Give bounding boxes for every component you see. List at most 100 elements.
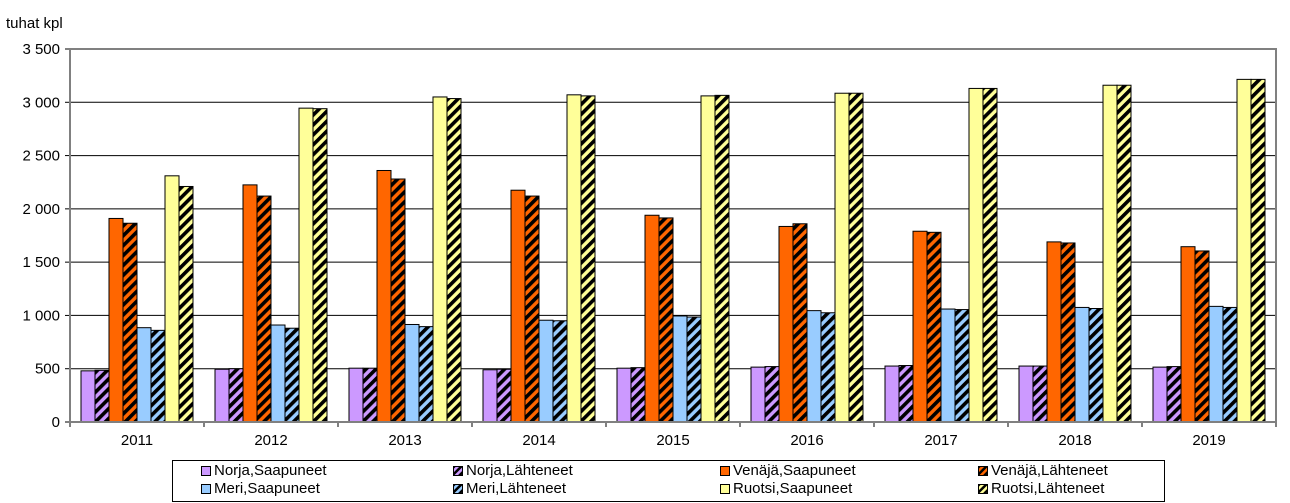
bar-2014-7: [580, 95, 596, 423]
y-tick-label: 3 000: [22, 94, 60, 111]
bar-2013-6: [432, 96, 448, 423]
bar-2019-0: [1152, 366, 1168, 423]
bar-2013-0: [348, 367, 364, 423]
x-tick-label: 2015: [656, 432, 689, 449]
bar-2016-6: [834, 92, 850, 423]
x-tick-label: 2012: [254, 432, 287, 449]
bar-2019-4: [1208, 305, 1224, 423]
legend-swatch: [978, 484, 988, 494]
bar-2014-5: [552, 320, 568, 423]
y-tick-label: 3 500: [22, 41, 60, 58]
x-tick-label: 2018: [1058, 432, 1091, 449]
bar-2012-0: [214, 368, 230, 423]
bar-2015-4: [672, 315, 688, 423]
bar-2011-5: [150, 329, 166, 423]
legend-swatch: [201, 484, 211, 494]
bar-2011-6: [164, 175, 180, 423]
bar-2012-2: [242, 184, 258, 423]
bar-2017-1: [898, 365, 914, 423]
bar-2015-7: [714, 94, 730, 423]
bar-2011-2: [108, 217, 124, 423]
legend-swatch: [453, 484, 463, 494]
legend-swatch: [978, 466, 988, 476]
bar-2017-7: [982, 87, 998, 423]
bars: [80, 78, 1266, 423]
bar-2016-3: [792, 223, 808, 423]
bar-2017-3: [926, 231, 942, 423]
x-axis-ticks: 2011 2012 2013 2014 2015 2016 2017 2018 2019: [69, 422, 1277, 449]
x-tick-label: 2014: [522, 432, 555, 449]
legend-swatch: [720, 484, 730, 494]
x-tick-label: 2019: [1192, 432, 1225, 449]
bar-2016-7: [848, 92, 864, 423]
legend-label: Venäjä,Saapuneet: [733, 462, 856, 479]
bar-2014-0: [482, 369, 498, 423]
x-tick-label: 2017: [924, 432, 957, 449]
bar-2019-6: [1236, 78, 1252, 423]
y-tick-label: 500: [35, 361, 60, 378]
bar-2014-6: [566, 94, 582, 423]
bar-2011-7: [178, 185, 194, 423]
bar-2014-4: [538, 319, 554, 423]
bar-2018-7: [1116, 84, 1132, 423]
bar-2013-1: [362, 367, 378, 423]
bar-2012-5: [284, 327, 300, 423]
bar-2019-7: [1250, 78, 1266, 423]
bar-2013-4: [404, 323, 420, 423]
bar-2013-7: [446, 98, 462, 423]
bar-2019-1: [1166, 366, 1182, 423]
legend-swatch: [453, 466, 463, 476]
bar-2018-1: [1032, 365, 1048, 423]
legend-label: Norja,Saapuneet: [214, 462, 327, 479]
legend-label: Meri,Saapuneet: [214, 480, 320, 497]
bar-2016-2: [778, 225, 794, 423]
bar-2013-5: [418, 326, 434, 423]
bar-2015-6: [700, 95, 716, 423]
y-axis-ticks: 0 500 1 000 1 500 2 000 2 500 3 000 3 500: [22, 41, 70, 431]
bar-2015-3: [658, 217, 674, 423]
bar-2016-1: [764, 366, 780, 423]
bar-2015-5: [686, 316, 702, 423]
bar-2015-0: [616, 367, 632, 423]
y-axis-label: tuhat kpl: [6, 15, 63, 32]
bar-2018-6: [1102, 84, 1118, 423]
legend: Norja,Saapuneet Norja,Lähteneet Venäjä,Saa…: [172, 460, 1165, 502]
bar-2017-4: [940, 308, 956, 423]
legend-label: Ruotsi,Lähteneet: [991, 480, 1105, 497]
legend-swatch: [201, 466, 211, 476]
bar-2013-2: [376, 169, 392, 423]
bar-2011-4: [136, 327, 152, 423]
legend-label: Venäjä,Lähteneet: [991, 462, 1108, 479]
x-tick-label: 2011: [121, 432, 153, 449]
legend-swatch: [720, 466, 730, 476]
bar-2017-0: [884, 365, 900, 423]
bar-2012-4: [270, 324, 286, 423]
bar-2014-1: [496, 368, 512, 423]
bar-2015-2: [644, 214, 660, 423]
bar-2011-1: [94, 369, 110, 423]
legend-label: Norja,Lähteneet: [466, 462, 573, 479]
bar-2017-5: [954, 309, 970, 423]
bar-2012-3: [256, 195, 272, 423]
bar-2012-6: [298, 107, 314, 423]
legend-label: Ruotsi,Saapuneet: [733, 480, 853, 497]
y-tick-label: 2 500: [22, 148, 60, 165]
bar-2018-3: [1060, 242, 1076, 423]
bar-2018-0: [1018, 365, 1034, 423]
y-tick-label: 0: [52, 414, 60, 431]
bar-2019-2: [1180, 246, 1196, 423]
bar-2014-2: [510, 189, 526, 423]
x-tick-label: 2016: [790, 432, 823, 449]
bar-2013-3: [390, 178, 406, 423]
bar-2017-6: [968, 87, 984, 423]
bar-2017-2: [912, 230, 928, 423]
y-tick-label: 1 000: [22, 307, 60, 324]
bar-2011-0: [80, 370, 96, 423]
bar-2018-4: [1074, 306, 1090, 423]
bar-2016-4: [806, 310, 822, 423]
y-tick-label: 2 000: [22, 201, 60, 218]
bar-2018-5: [1088, 308, 1104, 423]
bar-2015-1: [630, 367, 646, 423]
x-tick-label: 2013: [388, 432, 421, 449]
